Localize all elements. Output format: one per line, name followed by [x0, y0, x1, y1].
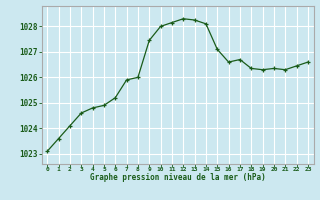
X-axis label: Graphe pression niveau de la mer (hPa): Graphe pression niveau de la mer (hPa)	[90, 173, 266, 182]
